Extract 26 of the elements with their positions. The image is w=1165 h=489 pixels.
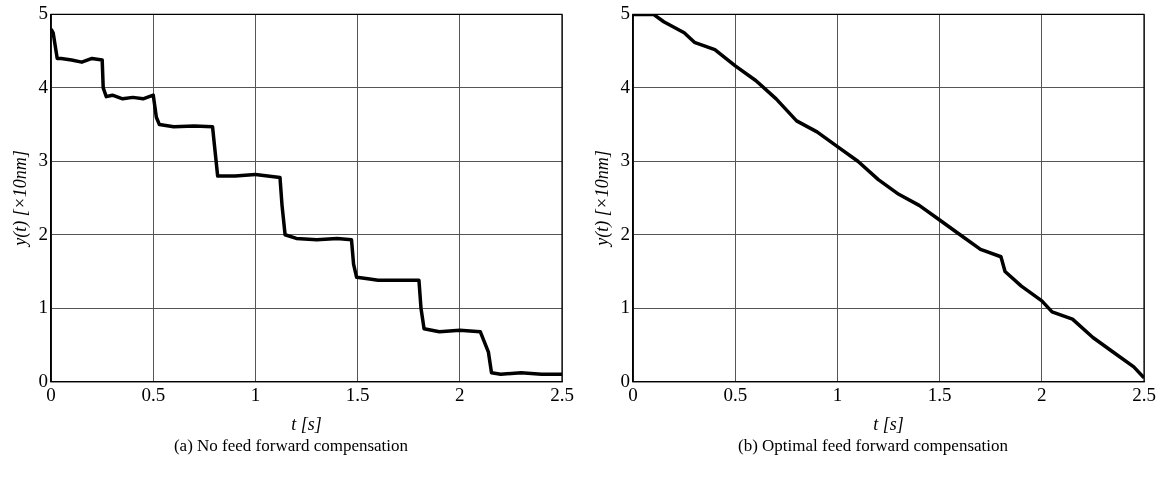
text: (b) Optimal feed forward compensation <box>737 436 1009 456</box>
y-tick-label: 1 <box>620 296 631 318</box>
x-tick-label: 1 <box>832 383 843 405</box>
y-axis-title: y(t) [×10nm] <box>9 150 31 248</box>
y-tick-label: 5 <box>620 2 631 24</box>
y-tick-label: 2 <box>620 222 631 244</box>
y-tick-label: 3 <box>38 149 49 171</box>
x-tick-label: 2.5 <box>1132 383 1156 405</box>
x-tick-label: 0.5 <box>723 383 748 405</box>
x-axis-title: t [s] <box>873 413 904 434</box>
text: (a) No feed forward compensation <box>172 436 410 456</box>
y-tick-label: 2 <box>38 222 49 244</box>
x-tick-label: 0.5 <box>141 383 166 405</box>
y-tick-label: 4 <box>620 75 631 97</box>
x-tick-label: 2 <box>455 383 465 405</box>
x-axis-title: t [s] <box>291 413 322 434</box>
y-axis-title: y(t) [×10nm] <box>591 150 613 248</box>
y-tick-label: 5 <box>38 2 49 24</box>
y-tick-label: 4 <box>38 75 49 97</box>
x-tick-label: 1 <box>250 383 261 405</box>
x-tick-label: 1.5 <box>927 383 952 405</box>
x-tick-label: 2 <box>1037 383 1047 405</box>
x-tick-label: 1.5 <box>345 383 370 405</box>
y-tick-label: 3 <box>620 149 631 171</box>
y-tick-label: 1 <box>38 296 49 318</box>
x-tick-label: 2.5 <box>550 383 574 405</box>
